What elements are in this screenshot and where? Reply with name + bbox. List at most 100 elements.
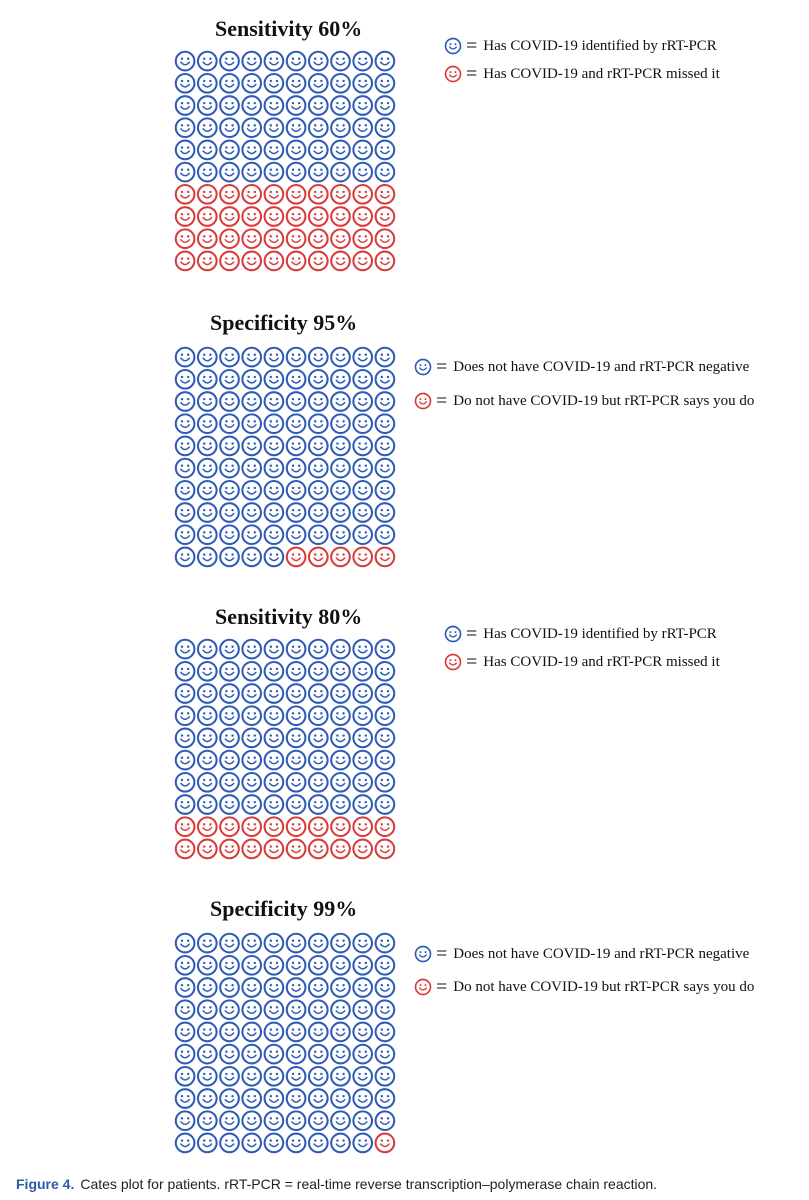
blue-smiley-mark (307, 749, 329, 771)
blue-smiley-mark (174, 705, 196, 727)
blue-smiley-mark (241, 1021, 263, 1043)
red-smiley-mark (285, 183, 307, 205)
red-smiley-mark (241, 250, 263, 272)
blue-smiley-mark (196, 749, 218, 771)
blue-smiley-mark (196, 727, 218, 749)
blue-smiley-mark (219, 161, 240, 183)
blue-smiley-mark (285, 524, 307, 546)
legend-item-red: = Do not have COVID-19 but rRT-PCR says … (414, 391, 754, 411)
blue-smiley-mark (174, 749, 196, 771)
blue-smiley-mark (285, 749, 307, 771)
blue-smiley-mark (263, 502, 285, 523)
blue-smiley-mark (196, 999, 218, 1021)
blue-smiley-mark (330, 660, 351, 682)
legend-item-blue: = Has COVID-19 identified by rRT-PCR (444, 36, 717, 56)
blue-smiley-mark (174, 794, 196, 815)
blue-smiley-mark (352, 977, 374, 998)
blue-smiley-mark (241, 391, 263, 412)
blue-smiley-mark (352, 1088, 374, 1109)
red-smiley-mark (307, 250, 329, 272)
blue-smiley-mark (263, 1088, 285, 1109)
legend-equals: = (466, 651, 478, 673)
red-smiley-mark (263, 228, 285, 250)
blue-smiley-mark (374, 727, 396, 749)
blue-smiley-mark (241, 977, 263, 998)
blue-smiley-mark (174, 727, 196, 749)
blue-smiley-mark (241, 1110, 263, 1132)
legend-equals: = (466, 35, 478, 57)
legend-label: Do not have COVID-19 but rRT-PCR says yo… (453, 978, 755, 995)
blue-smiley-mark (196, 72, 218, 94)
red-smiley-mark (374, 546, 396, 568)
red-smiley-mark (414, 978, 432, 996)
blue-smiley-mark (241, 1132, 263, 1154)
blue-smiley-mark (374, 1043, 396, 1065)
blue-smiley-mark (263, 1110, 285, 1132)
blue-smiley-mark (241, 705, 263, 727)
blue-smiley-mark (285, 1043, 307, 1065)
blue-smiley-mark (219, 95, 240, 116)
blue-smiley-mark (174, 435, 196, 457)
blue-smiley-mark (196, 368, 218, 390)
blue-smiley-mark (263, 1043, 285, 1065)
blue-smiley-mark (174, 479, 196, 501)
blue-smiley-mark (219, 479, 240, 501)
blue-smiley-mark (196, 771, 218, 793)
blue-smiley-mark (374, 1110, 396, 1132)
blue-smiley-mark (374, 1021, 396, 1043)
blue-smiley-mark (285, 977, 307, 998)
blue-smiley-mark (330, 391, 351, 412)
blue-smiley-mark (330, 1021, 351, 1043)
blue-smiley-mark (174, 1043, 196, 1065)
blue-smiley-mark (241, 794, 263, 815)
blue-smiley-mark (374, 999, 396, 1021)
blue-smiley-mark (219, 705, 240, 727)
blue-smiley-mark (374, 457, 396, 479)
blue-smiley-mark (241, 683, 263, 704)
blue-smiley-mark (196, 794, 218, 815)
blue-smiley-mark (219, 524, 240, 546)
blue-smiley-mark (285, 479, 307, 501)
red-smiley-mark (241, 838, 263, 860)
blue-smiley-mark (307, 638, 329, 660)
blue-smiley-mark (330, 1043, 351, 1065)
blue-smiley-mark (174, 117, 196, 139)
blue-smiley-mark (196, 546, 218, 568)
blue-smiley-mark (174, 954, 196, 976)
legend-equals: = (466, 623, 478, 645)
icon-array-grid (174, 50, 396, 272)
blue-smiley-mark (307, 524, 329, 546)
blue-smiley-mark (330, 999, 351, 1021)
blue-smiley-mark (352, 435, 374, 457)
blue-smiley-mark (196, 1088, 218, 1109)
blue-smiley-mark (174, 72, 196, 94)
blue-smiley-mark (330, 749, 351, 771)
blue-smiley-mark (444, 37, 462, 55)
blue-smiley-mark (263, 771, 285, 793)
blue-smiley-mark (330, 932, 351, 954)
red-smiley-mark (374, 206, 396, 227)
red-smiley-mark (352, 546, 374, 568)
blue-smiley-mark (219, 1088, 240, 1109)
blue-smiley-mark (330, 457, 351, 479)
legend-item-red: = Do not have COVID-19 but rRT-PCR says … (414, 977, 754, 997)
blue-smiley-mark (352, 705, 374, 727)
blue-smiley-mark (263, 977, 285, 998)
legend-item-blue: = Has COVID-19 identified by rRT-PCR (444, 624, 717, 644)
blue-smiley-mark (307, 117, 329, 139)
red-smiley-mark (174, 816, 196, 838)
blue-smiley-mark (219, 368, 240, 390)
red-smiley-mark (414, 392, 432, 410)
blue-smiley-mark (374, 435, 396, 457)
legend-label: Has COVID-19 identified by rRT-PCR (483, 625, 717, 642)
caption-text: Cates plot for patients. rRT-PCR = real-… (80, 1176, 658, 1192)
legend-item-red: = Has COVID-19 and rRT-PCR missed it (444, 652, 720, 672)
blue-smiley-mark (307, 771, 329, 793)
blue-smiley-mark (263, 50, 285, 72)
blue-smiley-mark (330, 727, 351, 749)
blue-smiley-mark (241, 999, 263, 1021)
chart-title: Sensitivity 80% (215, 604, 363, 629)
blue-smiley-mark (374, 72, 396, 94)
blue-smiley-mark (307, 391, 329, 412)
red-smiley-mark (285, 546, 307, 568)
